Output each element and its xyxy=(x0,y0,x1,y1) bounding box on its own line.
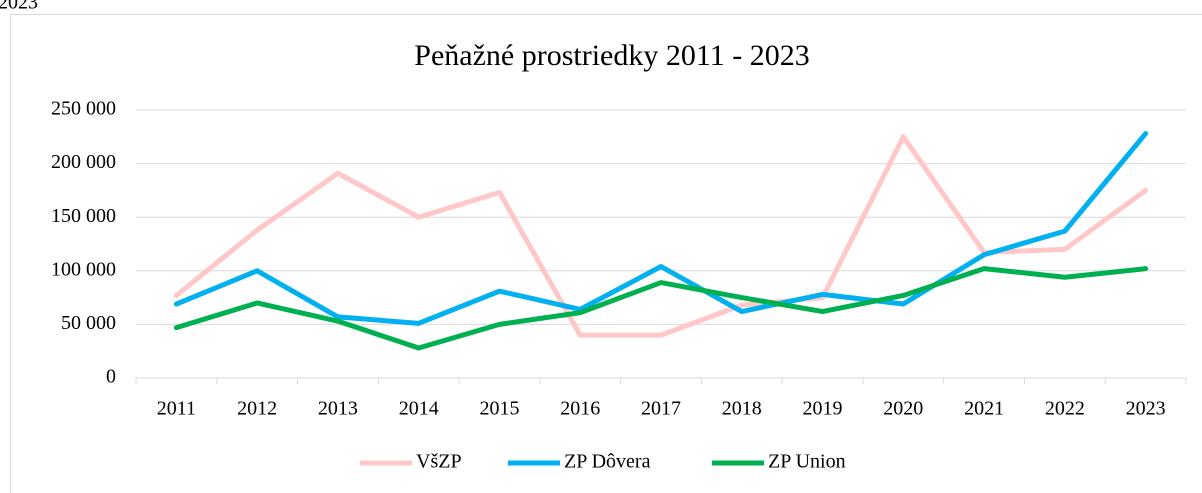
chart-title: Peňažné prostriedky 2011 - 2023 xyxy=(414,39,809,72)
x-tick-label: 2023 xyxy=(1126,398,1166,420)
legend-label: ZP Union xyxy=(768,451,846,473)
y-tick-label: 150 000 xyxy=(51,205,116,227)
x-tick-label: 2015 xyxy=(479,398,519,420)
y-tick-label: 50 000 xyxy=(61,312,116,334)
x-tick-label: 2022 xyxy=(1045,398,1085,420)
legend-label: ZP Dôvera xyxy=(564,451,651,473)
x-tick-label: 2021 xyxy=(964,398,1004,420)
y-tick-label: 200 000 xyxy=(51,151,116,173)
chart-border xyxy=(10,14,1202,493)
x-tick-label: 2016 xyxy=(560,398,600,420)
page-fragment: 2023 xyxy=(0,0,38,14)
x-tick-label: 2011 xyxy=(157,398,196,420)
y-tick-label: 100 000 xyxy=(51,258,116,280)
y-tick-label: 0 xyxy=(106,366,116,388)
series-line xyxy=(173,266,1149,351)
x-tick-label: 2017 xyxy=(641,398,681,420)
legend-label: VšZP xyxy=(416,451,462,473)
x-tick-label: 2014 xyxy=(399,398,439,420)
x-tick-label: 2020 xyxy=(883,398,923,420)
x-tick-label: 2018 xyxy=(722,398,762,420)
x-tick-label: 2019 xyxy=(803,398,843,420)
y-tick-label: 250 000 xyxy=(51,98,116,120)
x-tick-label: 2012 xyxy=(237,398,277,420)
series-line xyxy=(173,131,1149,326)
x-tick-label: 2013 xyxy=(318,398,358,420)
